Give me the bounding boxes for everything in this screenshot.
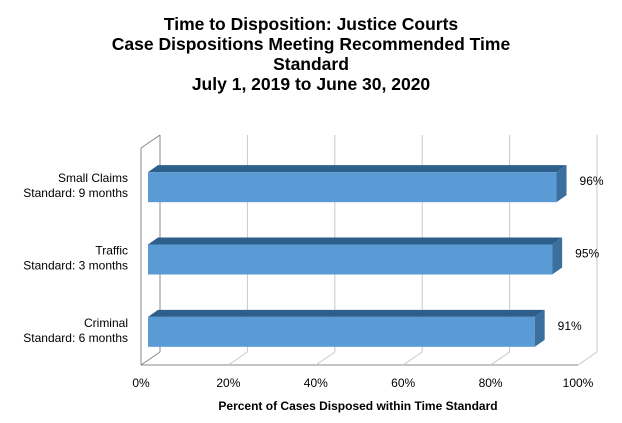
bar-top-face <box>148 237 563 245</box>
chart-title: Time to Disposition: Justice Courts Case… <box>0 14 622 94</box>
x-tick-label: 0% <box>132 376 150 390</box>
chart-title-line-1: Time to Disposition: Justice Courts <box>163 14 459 34</box>
category-label: Standard: 3 months <box>23 259 128 273</box>
chart-title-line-4: July 1, 2019 to June 30, 2020 <box>191 74 431 94</box>
floor-gridline <box>402 351 423 366</box>
category-label: Criminal <box>84 316 128 330</box>
bar-value-label: 95% <box>575 247 599 261</box>
category-label: Traffic <box>95 244 128 258</box>
bar <box>148 172 557 203</box>
floor-gridline <box>490 351 510 366</box>
floor-gridline <box>577 351 598 366</box>
back-wall-top-edge <box>140 134 161 149</box>
x-tick-label: 60% <box>391 376 415 390</box>
category-label: Small Claims <box>58 171 128 185</box>
bar <box>148 316 535 347</box>
bars-layer <box>148 165 567 347</box>
bar-side-face <box>556 165 567 203</box>
bar-value-label: 96% <box>580 174 604 188</box>
bar <box>148 244 553 275</box>
bar-side-face <box>534 309 545 347</box>
category-label: Standard: 9 months <box>23 186 128 200</box>
chart-title-line-2: Case Dispositions Meeting Recommended Ti… <box>111 34 511 54</box>
x-tick-label: 20% <box>216 376 240 390</box>
x-tick-label: 40% <box>304 376 328 390</box>
bar-top-face <box>148 165 567 173</box>
floor-gridline <box>228 351 248 366</box>
x-axis-title: Percent of Cases Disposed within Time St… <box>218 399 497 413</box>
category-label: Standard: 6 months <box>23 331 128 345</box>
bar-side-face <box>552 237 563 275</box>
chart-title-line-3: Standard <box>273 54 349 74</box>
x-tick-label: 100% <box>563 376 594 390</box>
labels-layer: 0% 20% 40% 60% 80% 100%96%Small ClaimsStandar… <box>23 171 604 390</box>
floor-gridline <box>315 351 336 366</box>
x-tick-label: 80% <box>479 376 503 390</box>
bar-value-label: 91% <box>558 319 582 333</box>
floor-left-edge <box>140 351 161 366</box>
bar-top-face <box>148 309 545 317</box>
